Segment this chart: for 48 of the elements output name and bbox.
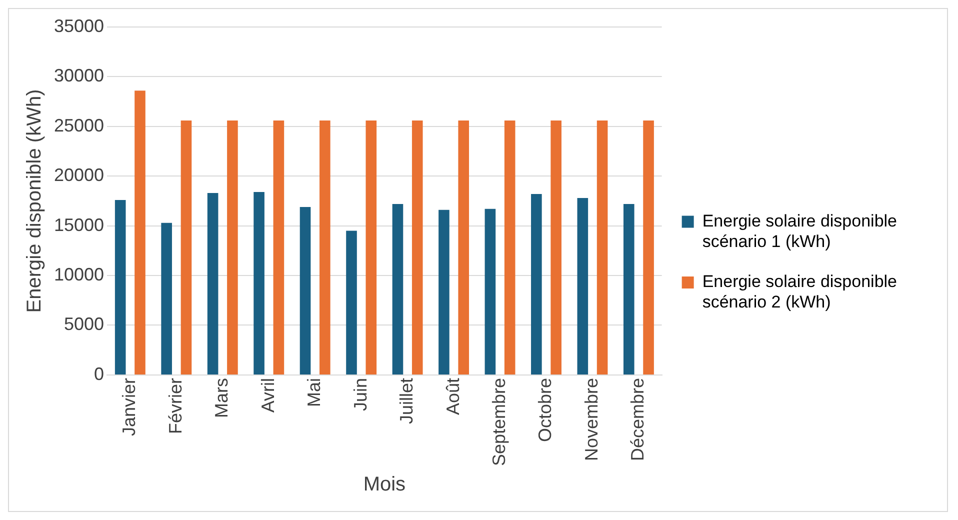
bar [207,193,218,374]
x-tick-label: Mars [212,378,232,418]
x-tick-label: Avril [258,378,278,413]
bar [320,120,330,374]
bar [550,120,562,374]
x-tick-label: Mai [304,378,324,407]
bar [180,120,192,374]
x-axis-title: Mois [363,474,406,496]
y-tick-label: 10000 [54,264,104,285]
y-tick-label: 5000 [64,314,104,334]
bar [114,200,126,374]
bar [412,120,423,374]
y-tick-label: 0 [94,364,104,384]
y-tick-label: 35000 [54,16,104,36]
y-tick-label: 15000 [54,214,104,235]
bar [484,208,496,374]
y-tick-label: 25000 [54,115,104,136]
bar [161,222,172,374]
legend-label: Energie solaire disponible scénario 2 (kWh) [702,272,898,312]
bar [504,120,516,374]
bar [134,90,146,374]
y-tick-label: 30000 [54,66,104,86]
x-tick-label: Novembre [581,378,602,461]
bar [643,120,654,374]
x-tick-label: Août [442,378,463,415]
legend-label: Energie solaire disponible scénario 1 (kWh) [702,211,898,251]
bar [392,204,404,374]
bar [273,120,284,374]
bar [346,230,357,374]
bar [366,120,377,374]
bar [458,120,470,374]
x-tick-label: Février [165,378,186,434]
bar [438,210,450,374]
y-tick-label: 20000 [54,165,104,186]
x-tick-label: Janvier [119,378,140,436]
x-tick-label: Juin [350,378,370,411]
bar [531,194,542,374]
x-tick-label: Septembre [488,378,509,466]
bar [596,120,608,374]
x-tick-label: Octobre [535,378,556,442]
x-tick-label: Juillet [396,378,417,424]
y-axis-title: Energie disponible (kWh) [24,89,46,313]
x-tick-label: Décembre [628,378,648,461]
bar [300,206,311,374]
bar [254,192,264,374]
bar [227,120,238,374]
bar [577,198,588,374]
bar [623,204,634,374]
